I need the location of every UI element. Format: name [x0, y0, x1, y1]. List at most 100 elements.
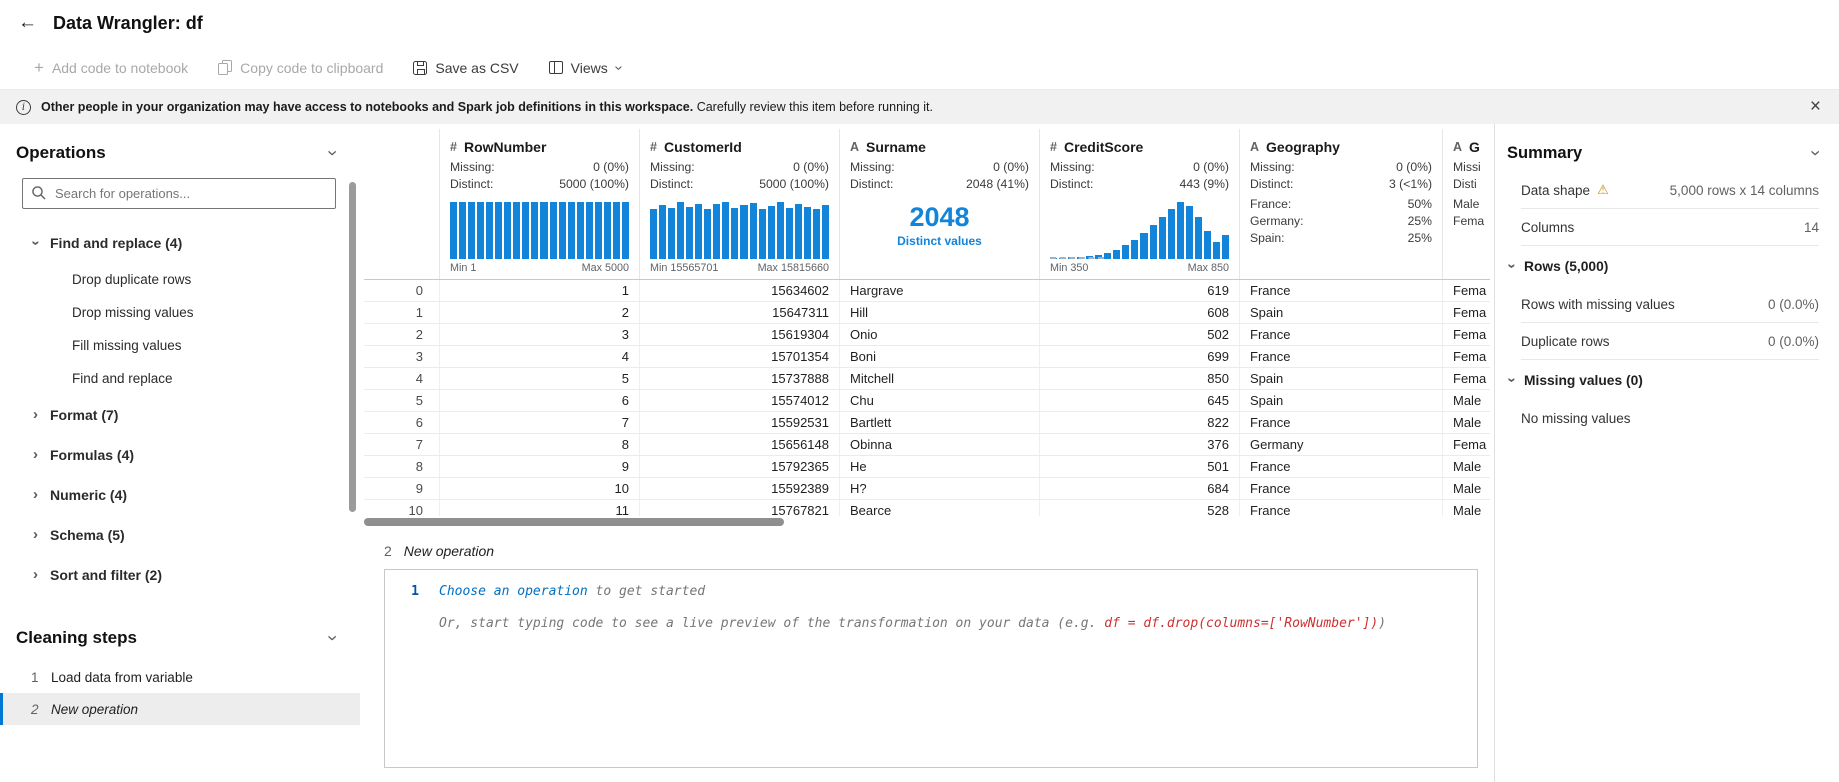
grid-cell[interactable]: 2 — [440, 302, 640, 323]
cleaning-step[interactable]: 2 New operation — [0, 693, 360, 725]
grid-cell[interactable]: 15574012 — [640, 390, 840, 411]
operation-group[interactable]: Schema (5) — [0, 515, 360, 555]
grid-cell[interactable]: 15701354 — [640, 346, 840, 367]
grid-cell[interactable]: Bartlett — [840, 412, 1040, 433]
grid-cell[interactable]: France — [1240, 324, 1443, 345]
grid-cell[interactable]: 9 — [440, 456, 640, 477]
cleaning-steps-header[interactable]: Cleaning steps — [0, 621, 360, 655]
grid-cell[interactable]: France — [1240, 346, 1443, 367]
grid-cell[interactable]: France — [1240, 500, 1443, 516]
table-row[interactable]: 2 3 15619304 Onio 502 France Fema — [364, 324, 1490, 346]
grid-cell[interactable]: Fema — [1443, 434, 1490, 455]
grid-cell[interactable]: 822 — [1040, 412, 1240, 433]
add-code-to-notebook-button[interactable]: Add code to notebook — [24, 54, 198, 82]
save-as-csv-button[interactable]: Save as CSV — [403, 54, 528, 82]
grid-cell[interactable]: 501 — [1040, 456, 1240, 477]
grid-cell[interactable]: Mitchell — [840, 368, 1040, 389]
sidebar-scrollbar-thumb[interactable] — [349, 182, 356, 512]
table-row[interactable]: 1 2 15647311 Hill 608 Spain Fema — [364, 302, 1490, 324]
table-row[interactable]: 6 7 15592531 Bartlett 822 France Male — [364, 412, 1490, 434]
grid-cell[interactable]: Obinna — [840, 434, 1040, 455]
grid-cell[interactable]: 15592531 — [640, 412, 840, 433]
table-row[interactable]: 7 8 15656148 Obinna 376 Germany Fema — [364, 434, 1490, 456]
table-row[interactable]: 8 9 15792365 He 501 France Male — [364, 456, 1490, 478]
grid-cell[interactable]: 15737888 — [640, 368, 840, 389]
grid-cell[interactable]: France — [1240, 280, 1443, 301]
grid-cell[interactable]: Germany — [1240, 434, 1443, 455]
grid-cell[interactable]: Male — [1443, 390, 1490, 411]
grid-cell[interactable]: 4 — [440, 346, 640, 367]
column-header-rownumber[interactable]: # RowNumber Missing: 0 (0%) Distinct: 5000 (1… — [440, 129, 640, 279]
grid-cell[interactable]: 502 — [1040, 324, 1240, 345]
grid-cell[interactable]: Male — [1443, 412, 1490, 433]
grid-cell[interactable]: 5 — [440, 368, 640, 389]
grid-cell[interactable]: 7 — [440, 412, 640, 433]
column-header-creditscore[interactable]: # CreditScore Missing: 0 (0%) Distinct: 443 (… — [1040, 129, 1240, 279]
cleaning-step[interactable]: 1 Load data from variable — [0, 661, 360, 693]
grid-cell[interactable]: 8 — [440, 434, 640, 455]
grid-cell[interactable]: Fema — [1443, 368, 1490, 389]
back-button[interactable] — [18, 12, 37, 34]
grid-cell[interactable]: 15619304 — [640, 324, 840, 345]
grid-cell[interactable]: 528 — [1040, 500, 1240, 516]
column-header-gender[interactable]: A G Missi Disti Male Fema — [1443, 129, 1490, 279]
table-row[interactable]: 0 1 15634602 Hargrave 619 France Fema — [364, 280, 1490, 302]
grid-cell[interactable]: 15792365 — [640, 456, 840, 477]
horizontal-scrollbar-thumb[interactable] — [364, 518, 784, 526]
grid-cell[interactable]: Fema — [1443, 302, 1490, 323]
grid-cell[interactable]: 15656148 — [640, 434, 840, 455]
table-row[interactable]: 5 6 15574012 Chu 645 Spain Male — [364, 390, 1490, 412]
operation-item[interactable]: Fill missing values — [72, 338, 182, 353]
grid-cell[interactable]: Boni — [840, 346, 1040, 367]
grid-cell[interactable]: Fema — [1443, 280, 1490, 301]
grid-cell[interactable]: Bearce — [840, 500, 1040, 516]
grid-cell[interactable]: 1 — [440, 280, 640, 301]
grid-cell[interactable]: 619 — [1040, 280, 1240, 301]
grid-cell[interactable]: 15634602 — [640, 280, 840, 301]
grid-cell[interactable]: Fema — [1443, 324, 1490, 345]
grid-cell[interactable]: Male — [1443, 456, 1490, 477]
operation-group[interactable]: Format (7) — [0, 395, 360, 435]
grid-cell[interactable]: 699 — [1040, 346, 1240, 367]
grid-cell[interactable]: 6 — [440, 390, 640, 411]
table-row[interactable]: 4 5 15737888 Mitchell 850 Spain Fema — [364, 368, 1490, 390]
table-row[interactable]: 10 11 15767821 Bearce 528 France Male — [364, 500, 1490, 516]
grid-cell[interactable]: 15592389 — [640, 478, 840, 499]
grid-cell[interactable]: France — [1240, 412, 1443, 433]
column-header-customerid[interactable]: # CustomerId Missing: 0 (0%) Distinct: 5000 (… — [640, 129, 840, 279]
grid-cell[interactable]: 11 — [440, 500, 640, 516]
banner-close-button[interactable] — [1810, 96, 1821, 118]
missing-values-section-header[interactable]: Missing values (0) — [1507, 360, 1819, 400]
summary-header[interactable]: Summary — [1507, 134, 1819, 172]
grid-cell[interactable]: 684 — [1040, 478, 1240, 499]
grid-cell[interactable]: Male — [1443, 478, 1490, 499]
choose-operation-link[interactable]: Choose an operation — [439, 584, 588, 599]
operation-item[interactable]: Drop missing values — [72, 305, 194, 320]
operation-group[interactable]: Numeric (4) — [0, 475, 360, 515]
grid-cell[interactable]: 3 — [440, 324, 640, 345]
grid-cell[interactable]: Chu — [840, 390, 1040, 411]
operation-group[interactable]: Formulas (4) — [0, 435, 360, 475]
operations-header[interactable]: Operations — [0, 136, 360, 170]
grid-cell[interactable]: Fema — [1443, 346, 1490, 367]
operation-item[interactable]: Drop duplicate rows — [72, 272, 192, 287]
table-row[interactable]: 3 4 15701354 Boni 699 France Fema — [364, 346, 1490, 368]
column-header-geography[interactable]: A Geography Missing: 0 (0%) Distinct: 3 (<1%)… — [1240, 129, 1443, 279]
grid-cell[interactable]: Male — [1443, 500, 1490, 516]
rows-section-header[interactable]: Rows (5,000) — [1507, 246, 1819, 286]
grid-cell[interactable]: H? — [840, 478, 1040, 499]
grid-cell[interactable]: Hargrave — [840, 280, 1040, 301]
grid-cell[interactable]: Onio — [840, 324, 1040, 345]
grid-cell[interactable]: 15647311 — [640, 302, 840, 323]
grid-cell[interactable]: Hill — [840, 302, 1040, 323]
column-header-surname[interactable]: A Surname Missing: 0 (0%) Distinct: 2048 (41%… — [840, 129, 1040, 279]
grid-cell[interactable]: 645 — [1040, 390, 1240, 411]
grid-cell[interactable]: Spain — [1240, 390, 1443, 411]
operation-item[interactable]: Find and replace — [72, 371, 173, 386]
grid-cell[interactable]: Spain — [1240, 368, 1443, 389]
table-row[interactable]: 9 10 15592389 H? 684 France Male — [364, 478, 1490, 500]
grid-cell[interactable]: France — [1240, 456, 1443, 477]
copy-code-button[interactable]: Copy code to clipboard — [208, 54, 393, 82]
grid-cell[interactable]: Spain — [1240, 302, 1443, 323]
grid-cell[interactable]: 15767821 — [640, 500, 840, 516]
